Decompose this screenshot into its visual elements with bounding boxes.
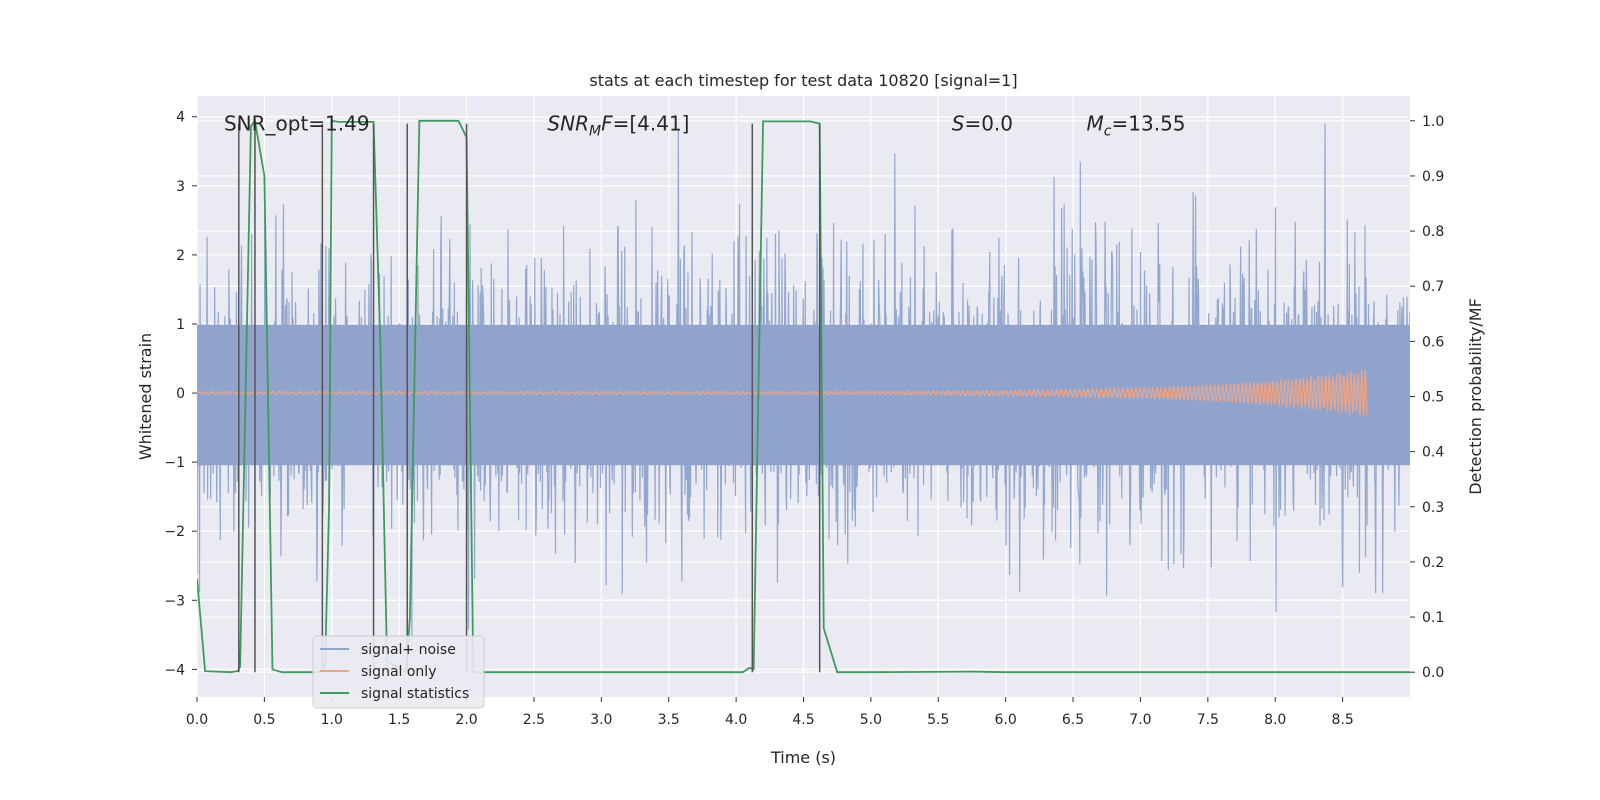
x-tick-label: 8.5 bbox=[1331, 712, 1353, 728]
right-y-tick-label: 0.3 bbox=[1422, 500, 1444, 516]
x-tick-label: 7.5 bbox=[1197, 712, 1219, 728]
right-y-axis: 1.0 0.9 0.8 0.7 0.6 0.5 0.4 0.3 0.2 0.1 0.0 bbox=[1410, 114, 1444, 681]
right-y-tick-label: 1.0 bbox=[1422, 114, 1444, 130]
x-tick-label: 1.0 bbox=[321, 712, 343, 728]
x-tick-label: 8.0 bbox=[1264, 712, 1286, 728]
right-y-tick-label: 0.7 bbox=[1422, 279, 1444, 295]
x-tick-label: 3.0 bbox=[590, 712, 612, 728]
right-y-tick-label: 0.6 bbox=[1422, 334, 1444, 350]
left-y-axis: 4 3 2 1 0 −1 −2 −3 −4 bbox=[164, 110, 197, 678]
x-tick-label: 0.0 bbox=[186, 712, 208, 728]
left-y-tick-label: 2 bbox=[176, 248, 185, 264]
x-tick-label: 4.0 bbox=[725, 712, 747, 728]
right-y-tick-label: 0.0 bbox=[1422, 665, 1444, 681]
left-y-tick-label: −1 bbox=[164, 455, 185, 471]
series-layer bbox=[197, 118, 1410, 674]
series-signal-only-line bbox=[197, 369, 1368, 417]
annotations: SNR_opt=1.49 SNRMF=[4.41] S=0.0 Mc=13.55 bbox=[224, 112, 1186, 140]
right-y-tick-label: 0.1 bbox=[1422, 610, 1444, 626]
annotation-text: S=0.0 bbox=[952, 112, 1013, 136]
chart-title: stats at each timestep for test data 108… bbox=[589, 71, 1017, 90]
left-y-tick-label: 0 bbox=[176, 386, 185, 402]
x-axis: 0.0 0.5 1.0 1.5 2.0 2.5 3.0 3.5 4.0 4.5 5.0 5.5 6.0 6… bbox=[186, 697, 1354, 728]
x-tick-label: 6.5 bbox=[1062, 712, 1084, 728]
right-y-tick-label: 0.4 bbox=[1422, 445, 1444, 461]
x-tick-label: 4.5 bbox=[792, 712, 814, 728]
left-y-tick-label: −2 bbox=[164, 524, 185, 540]
annotation-text: SNRMF=[4.41] bbox=[547, 112, 689, 140]
x-tick-label: 2.0 bbox=[455, 712, 477, 728]
right-y-tick-label: 0.2 bbox=[1422, 555, 1444, 571]
left-y-tick-label: 1 bbox=[176, 317, 185, 333]
right-y-tick-label: 0.5 bbox=[1422, 390, 1444, 406]
x-tick-label: 5.0 bbox=[860, 712, 882, 728]
x-tick-label: 5.5 bbox=[927, 712, 949, 728]
x-tick-label: 0.5 bbox=[253, 712, 275, 728]
legend-entry-label: signal only bbox=[361, 664, 436, 680]
x-axis-label: Time (s) bbox=[770, 748, 836, 767]
x-tick-label: 7.0 bbox=[1129, 712, 1151, 728]
right-y-axis-label: Detection probability/MF bbox=[1466, 298, 1485, 495]
right-y-tick-label: 0.9 bbox=[1422, 169, 1444, 185]
left-y-tick-label: 3 bbox=[176, 179, 185, 195]
legend-entry-label: signal+ noise bbox=[361, 642, 456, 658]
annotation-text: Mc=13.55 bbox=[1087, 112, 1186, 140]
annotation-text: SNR_opt=1.49 bbox=[224, 112, 370, 136]
left-y-axis-label: Whitened strain bbox=[136, 333, 155, 460]
left-y-tick-label: −4 bbox=[164, 662, 185, 678]
legend-entry-label: signal statistics bbox=[361, 686, 469, 702]
x-tick-label: 2.5 bbox=[523, 712, 545, 728]
left-y-tick-label: 4 bbox=[176, 110, 185, 126]
legend: signal+ noise signal only signal statistic… bbox=[312, 635, 485, 709]
x-tick-label: 1.5 bbox=[388, 712, 410, 728]
right-y-tick-label: 0.8 bbox=[1422, 224, 1444, 240]
x-tick-label: 6.0 bbox=[995, 712, 1017, 728]
legend-box bbox=[312, 635, 485, 709]
left-y-tick-label: −3 bbox=[164, 593, 185, 609]
x-tick-label: 3.5 bbox=[658, 712, 680, 728]
series-signal-statistics-line bbox=[197, 118, 1410, 674]
